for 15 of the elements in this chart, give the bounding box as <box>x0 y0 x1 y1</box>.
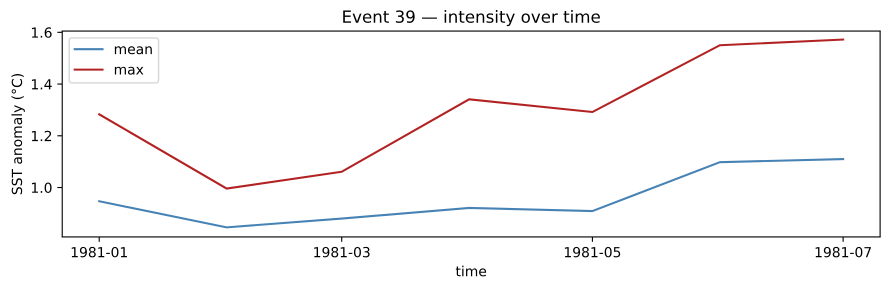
y-tick-label: 1.6 <box>32 27 52 38</box>
line-series <box>98 38 844 190</box>
y-tick-label: 1.2 <box>32 130 52 142</box>
x-tick-label: 1981-07 <box>816 246 871 258</box>
legend-label: mean <box>114 46 152 54</box>
y-tick-label: 1.0 <box>32 182 52 193</box>
y-axis-title: SST anomaly (°C) <box>11 74 25 194</box>
x-tick-label: 1981-03 <box>314 246 370 258</box>
line-series <box>98 158 844 228</box>
chart-title: Event 39 — intensity over time <box>343 10 600 26</box>
x-axis-title: time <box>456 266 486 276</box>
x-tick-label: 1981-01 <box>72 246 127 258</box>
y-tick-label: 1.4 <box>32 79 52 90</box>
x-tick-label: 1981-05 <box>564 246 620 258</box>
legend-label: max <box>114 66 144 75</box>
